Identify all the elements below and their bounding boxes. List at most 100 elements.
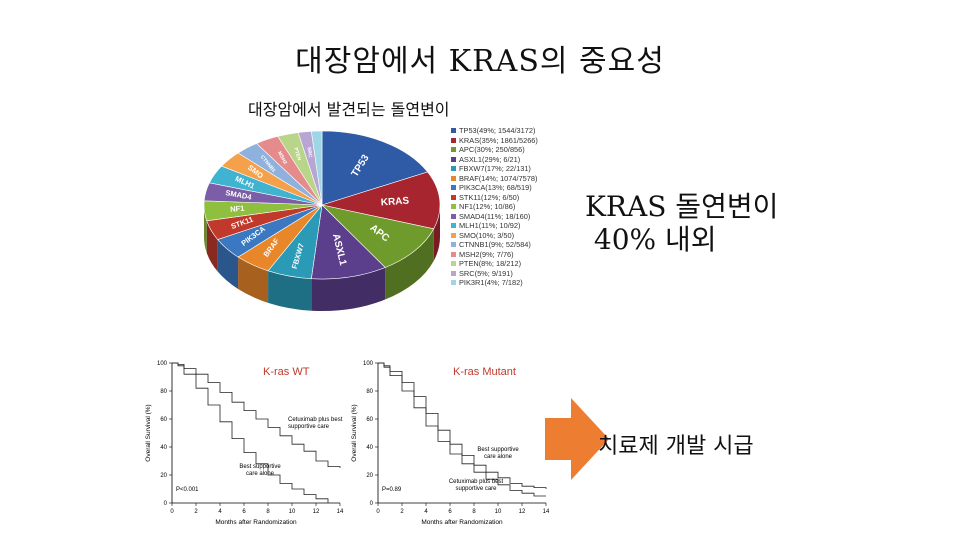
pie-slice xyxy=(321,204,435,268)
pie-slice xyxy=(320,171,441,230)
y-tick-label: 20 xyxy=(366,473,373,479)
p-value: P<0.001 xyxy=(176,487,199,493)
km-plot-kras-wt: 100 80 60 40 20 00 2 4 6 8 10 12 14 Months after Rand… xyxy=(145,361,344,526)
legend-item: TP53(49%; 1544/3172) xyxy=(451,126,538,136)
km-title-wt: K-ras WT xyxy=(263,366,310,378)
mutation-pie-chart: TP53KRASAPCASXL1FBXW7BRAFPIK3CASTK11NF1S… xyxy=(203,130,441,311)
legend-label: SRC(5%; 9/191) xyxy=(459,268,513,278)
legend-item: NF1(12%; 10/86) xyxy=(451,202,538,212)
legend-swatch xyxy=(451,137,456,143)
legend-swatch xyxy=(451,204,456,210)
x-tick-label: 14 xyxy=(543,509,550,515)
legend-label: SMAD4(11%; 18/160) xyxy=(459,211,531,221)
survival-curve xyxy=(172,362,341,468)
legend-swatch xyxy=(451,223,456,229)
legend-item: APC(30%; 250/856) xyxy=(451,145,538,155)
legend-item: FBXW7(17%; 22/131) xyxy=(451,164,538,174)
curve-annotation: Best supportive care alone xyxy=(477,447,519,460)
legend-swatch xyxy=(451,251,456,257)
legend-label: STK11(12%; 6/50) xyxy=(459,192,520,202)
legend-swatch xyxy=(451,270,456,276)
y-tick-label: 40 xyxy=(366,445,373,451)
legend-swatch xyxy=(451,242,456,248)
pie-slice-label: SRC xyxy=(305,147,313,159)
x-tick-label: 8 xyxy=(472,509,476,515)
curve-annotation: Best supportive care alone xyxy=(239,464,281,477)
legend-label: MSH2(9%; 7/76) xyxy=(459,249,514,259)
legend-item: KRAS(35%; 1861/5266) xyxy=(451,136,538,146)
legend-swatch xyxy=(451,213,456,219)
pie-slice-label: KRAS xyxy=(380,196,409,209)
pie-slice-side xyxy=(385,228,434,300)
y-tick-label: 40 xyxy=(160,445,167,451)
legend-label: ASXL1(29%; 6/21) xyxy=(459,154,521,164)
slide-title: 대장암에서 KRAS의 중요성 xyxy=(295,44,665,79)
curve-annotation: Cetuximab plus best supportive care xyxy=(288,417,343,430)
survival-curve xyxy=(172,362,329,503)
pie-slice xyxy=(311,204,386,280)
legend-label: NF1(12%; 10/86) xyxy=(459,202,516,211)
pie-slice-label: NF1 xyxy=(230,204,245,214)
legend-swatch xyxy=(451,194,456,200)
x-tick-label: 2 xyxy=(400,509,404,515)
legend-swatch xyxy=(451,185,456,191)
legend-label: PIK3CA(13%; 68/519) xyxy=(459,183,532,192)
legend-label: KRAS(35%; 1861/5266) xyxy=(459,135,538,145)
km-title-mutant: K-ras Mutant xyxy=(453,366,516,378)
legend-swatch xyxy=(451,175,456,181)
y-tick-label: 60 xyxy=(160,417,167,423)
y-tick-label: 100 xyxy=(363,361,374,367)
x-tick-label: 4 xyxy=(218,509,222,515)
pie-slice-label: MSH2 xyxy=(276,150,288,165)
legend-label: MLH1(11%; 10/92) xyxy=(459,221,521,230)
kras-mutation-note: KRAS 돌연변이 40% 내외 xyxy=(585,190,779,256)
legend-item: STK11(12%; 6/50) xyxy=(451,193,538,203)
legend-label: PTEN(8%; 18/212) xyxy=(459,259,522,268)
legend-item: ASXL1(29%; 6/21) xyxy=(451,155,538,165)
survival-curve xyxy=(378,362,546,497)
legend-item: BRAF(14%; 1074/7578) xyxy=(451,174,538,184)
legend-swatch xyxy=(451,280,456,286)
legend-label: BRAF(14%; 1074/7578) xyxy=(459,173,538,183)
x-tick-label: 0 xyxy=(376,509,380,515)
right-arrow-icon xyxy=(545,398,609,480)
pie-slice-side xyxy=(217,239,239,290)
pie-slice-side xyxy=(311,267,386,311)
legend-swatch xyxy=(451,128,456,134)
legend-label: CTNNB1(9%; 52/584) xyxy=(459,240,531,249)
curve-annotation: Cetuximab plus best supportive care xyxy=(449,479,504,492)
pie-slice-side xyxy=(268,270,312,311)
x-tick-label: 4 xyxy=(424,509,428,515)
legend-swatch xyxy=(451,147,456,153)
x-axis-label: Months after Randomization xyxy=(421,519,503,526)
legend-item: SMAD4(11%; 18/160) xyxy=(451,212,538,222)
legend-item: PTEN(8%; 18/212) xyxy=(451,259,538,269)
x-axis-label: Months after Randomization xyxy=(215,519,297,526)
x-tick-label: 2 xyxy=(194,509,198,515)
y-tick-label: 20 xyxy=(160,473,167,479)
legend-label: TP53(49%; 1544/3172) xyxy=(459,126,536,135)
pie-slice-side xyxy=(206,220,218,272)
legend-label: APC(30%; 250/856) xyxy=(459,145,525,154)
legend-swatch xyxy=(451,261,456,267)
y-tick-label: 0 xyxy=(370,501,374,507)
y-tick-label: 100 xyxy=(157,361,168,367)
legend-label: PIK3R1(4%; 7/182) xyxy=(459,278,523,287)
legend-label: FBXW7(17%; 22/131) xyxy=(459,164,531,173)
pie-slice-side xyxy=(433,205,440,261)
legend-item: SMO(10%; 3/50) xyxy=(451,231,538,241)
p-value: P=0.89 xyxy=(382,487,402,493)
y-tick-label: 0 xyxy=(164,501,168,507)
pie-slice-label: PTEN xyxy=(292,147,302,162)
pie-slice xyxy=(321,130,429,206)
legend-swatch xyxy=(451,156,456,162)
x-tick-label: 6 xyxy=(448,509,452,515)
y-tick-label: 60 xyxy=(366,417,373,423)
legend-item: MLH1(11%; 10/92) xyxy=(451,221,538,231)
y-axis-label: Overall Survival (%) xyxy=(145,404,152,461)
legend-item: SRC(5%; 9/191) xyxy=(451,269,538,279)
legend-item: CTNNB1(9%; 52/584) xyxy=(451,240,538,250)
therapy-note: 치료제 개발 시급 xyxy=(598,434,754,459)
legend-label: SMO(10%; 3/50) xyxy=(459,230,515,240)
legend-swatch xyxy=(451,166,456,172)
